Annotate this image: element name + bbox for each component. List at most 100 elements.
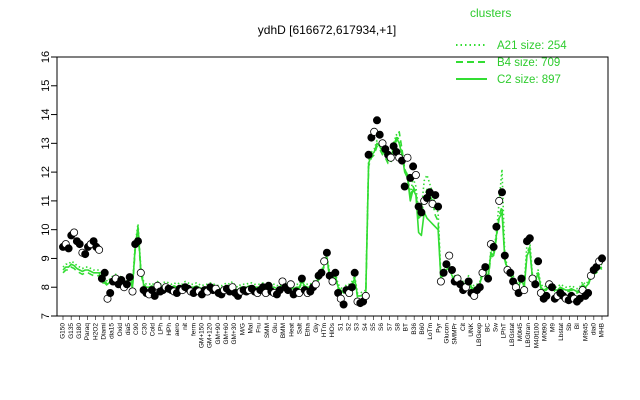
data-point (492, 222, 501, 231)
x-tick-label: M/G (239, 323, 246, 335)
x-tick-label: Lbstat (558, 323, 565, 341)
data-point (320, 257, 329, 266)
x-tick-label: HPh (166, 323, 173, 336)
y-tick-label: 13 (40, 137, 52, 149)
x-tick-label: Cit (460, 323, 467, 331)
data-point (447, 265, 456, 274)
data-point (150, 291, 159, 300)
data-point (331, 268, 340, 277)
data-point (445, 251, 454, 260)
x-tick-label: M0t45 (517, 323, 524, 341)
x-tick-label: BI (574, 323, 581, 329)
y-tick-label: 7 (40, 313, 52, 319)
x-tick-label: H2O2 (92, 323, 99, 340)
data-point (133, 237, 142, 246)
x-tick-label: Pyr (435, 322, 442, 333)
data-point (311, 280, 320, 289)
x-tick-label: G135 (68, 323, 75, 339)
x-tick-label: LPh (158, 323, 165, 335)
x-tick-label: LBGexp (476, 323, 483, 347)
data-point (500, 251, 509, 260)
data-point (386, 153, 395, 162)
x-tick-label: Gly (313, 322, 320, 333)
legend-entry-c2: C2 size: 897 (497, 74, 561, 86)
data-point (64, 244, 73, 253)
y-tick-label: 10 (40, 224, 52, 236)
x-tick-label: C30 (141, 323, 148, 335)
y-tick-label: 16 (40, 51, 52, 63)
data-point (409, 162, 418, 171)
x-tick-label: S6 (378, 323, 385, 331)
points-layer (59, 116, 607, 309)
x-tick-label: dia0 (591, 323, 598, 336)
data-point (417, 208, 426, 217)
data-point (106, 288, 115, 297)
data-point (81, 250, 90, 259)
x-tick-label: SMMPr (452, 322, 459, 345)
y-tick-label: 15 (40, 80, 52, 92)
data-point (286, 280, 295, 289)
x-tick-label: S3 (354, 323, 361, 331)
data-point (495, 196, 504, 205)
x-tick-label: S4 (362, 323, 369, 331)
x-tick-label: BT (403, 323, 410, 331)
x-tick-label: GM+120 (207, 323, 214, 348)
x-tick-label: LPhT (501, 323, 508, 339)
data-point (542, 291, 551, 300)
data-point (431, 191, 440, 200)
x-tick-label: GM+30 (231, 323, 238, 345)
x-tick-label: BC (484, 323, 491, 332)
x-tick-label: LBGtran (525, 323, 532, 348)
data-point (584, 288, 593, 297)
data-point (350, 268, 359, 277)
x-tick-label: HiOs (329, 322, 336, 337)
x-tick-label: GM+150 (199, 323, 206, 348)
x-tick-label: G180 (76, 323, 83, 339)
y-tick-label: 9 (40, 255, 52, 261)
data-point (122, 280, 131, 289)
legend-entry-a21: A21 size: 254 (497, 40, 567, 52)
data-point (506, 268, 515, 277)
data-point (100, 268, 109, 277)
x-tick-label: Mal (248, 322, 255, 333)
data-point (117, 275, 126, 284)
data-point (128, 287, 137, 296)
data-point (464, 277, 473, 286)
x-tick-label: LoTm (427, 323, 434, 340)
x-tick-label: GM+60 (223, 323, 230, 345)
data-point (434, 202, 443, 211)
x-tick-label: MHB (599, 323, 606, 337)
x-tick-label: Oxid (117, 323, 124, 337)
x-tick-label: B36 (411, 323, 418, 335)
data-point (328, 277, 337, 286)
data-point (489, 242, 498, 251)
data-point (339, 300, 348, 309)
data-point (322, 248, 331, 257)
x-tick-label: aero (174, 323, 181, 336)
data-point (70, 228, 79, 237)
data-point (531, 280, 540, 289)
x-tick-label: M40t100 (533, 323, 540, 349)
data-point (598, 254, 607, 263)
series-line-dotted (62, 133, 603, 294)
x-tick-label: Sb (566, 323, 573, 331)
data-point (75, 240, 84, 249)
legend: clusters A21 size: 254 B4 size: 709 C2 s… (456, 6, 567, 86)
x-tick-label: BMM (280, 323, 287, 338)
data-point (347, 283, 356, 292)
data-point (481, 263, 490, 272)
x-tick-label: ferm (190, 323, 197, 336)
data-point (411, 170, 420, 179)
x-tick-label: S8 (395, 323, 402, 331)
x-tick-label: Paraq (84, 323, 91, 341)
x-tick-label: dia15 (109, 323, 116, 339)
data-point (403, 153, 412, 162)
chart-title: ydhD [616672,617934,+1] (258, 23, 396, 37)
data-point (534, 257, 543, 266)
x-tick-label: GM+90 (215, 323, 222, 345)
y-axis: 7 8 9 10 11 12 13 14 15 16 (40, 51, 57, 319)
data-point (442, 260, 451, 269)
x-tick-label: UNK (468, 322, 475, 336)
data-point (439, 268, 448, 277)
